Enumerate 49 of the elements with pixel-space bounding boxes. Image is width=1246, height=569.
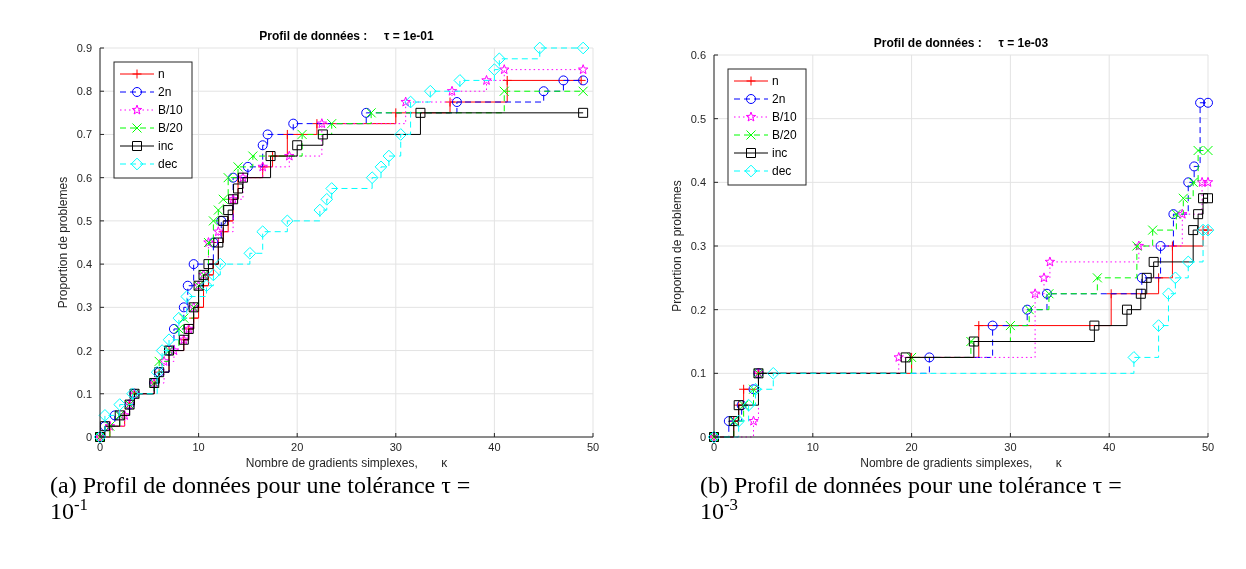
text: (a) Profil de données pour une tolérance τ = 10$^{-1}$ xyxy=(50,472,471,524)
x-tick-label: 10 xyxy=(806,441,819,453)
legend-label: B/20 xyxy=(772,128,798,142)
legend-label: B/10 xyxy=(772,110,798,124)
y-tick-label: 0.7 xyxy=(76,128,92,141)
legend-label: B/20 xyxy=(158,121,184,135)
legend-label: dec xyxy=(772,164,792,178)
y-tick-label: 0.6 xyxy=(76,171,92,184)
y-tick-label: 0.5 xyxy=(76,214,92,227)
y-tick-label: 0.5 xyxy=(690,112,706,125)
legend-label: B/10 xyxy=(158,103,184,117)
x-tick-label: 10 xyxy=(192,441,205,453)
legend-label: dec xyxy=(158,157,178,171)
legend-label: n xyxy=(772,74,779,88)
legend-label: 2n xyxy=(772,92,786,106)
legend-label: n xyxy=(158,67,165,81)
x-tick-label: 50 xyxy=(1201,441,1215,453)
x-tick-label: 20 xyxy=(905,441,918,453)
y-tick-label: 0.3 xyxy=(76,301,92,314)
y-tick-label: 0.8 xyxy=(76,85,92,98)
chart-title: Profil de données : τ = 1e-03 xyxy=(873,36,1049,50)
x-axis-title: Nombre de gradients simplexes, κ xyxy=(860,456,1063,470)
x-tick-label: 40 xyxy=(1103,441,1116,453)
y-tick-label: 0.1 xyxy=(76,387,92,400)
legend-label: 2n xyxy=(158,85,172,99)
x-tick-label: 0 xyxy=(710,441,718,453)
x-tick-label: 30 xyxy=(1004,441,1017,453)
y-tick-label: 0.2 xyxy=(76,344,92,357)
y-tick-label: 0.4 xyxy=(76,258,92,271)
x-tick-label: 0 xyxy=(96,441,104,453)
x-axis-title: Nombre de gradients simplexes, κ xyxy=(245,456,449,470)
y-tick-label: 0.6 xyxy=(690,49,706,61)
x-tick-label: 50 xyxy=(586,441,600,453)
y-tick-label: 0 xyxy=(85,431,92,443)
legend-label: inc xyxy=(772,146,788,160)
y-tick-label: 0.1 xyxy=(690,367,706,380)
text: (b) Profil de données pour une tolérance τ = 10$^{-3}$ xyxy=(700,472,1122,524)
y-tick-label: 0.9 xyxy=(76,42,92,54)
x-tick-label: 40 xyxy=(488,441,501,453)
legend-label: inc xyxy=(158,139,174,153)
y-tick-label: 0.2 xyxy=(690,303,706,316)
y-tick-label: 0.3 xyxy=(690,240,706,252)
y-tick-label: 0.4 xyxy=(690,176,706,189)
y-axis-title: Proportion de problemes xyxy=(56,176,70,309)
chart-title: Profil de données : τ = 1e-01 xyxy=(259,29,435,43)
x-tick-label: 20 xyxy=(291,441,304,453)
y-axis-title: Proportion de problemes xyxy=(670,180,684,312)
y-tick-label: 0 xyxy=(699,431,706,443)
x-tick-label: 30 xyxy=(389,441,402,453)
